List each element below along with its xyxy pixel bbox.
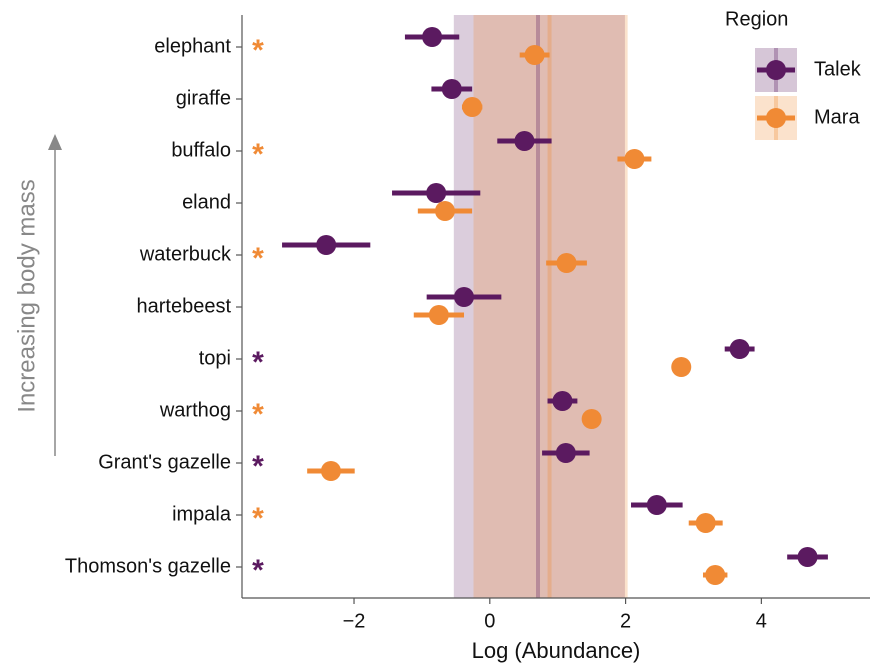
point <box>552 391 573 411</box>
y-tick-label: Grant's gazelle <box>98 451 231 473</box>
significance-star: * <box>252 138 264 171</box>
y-tick-label: eland <box>182 191 231 213</box>
point <box>624 149 645 169</box>
point <box>797 547 818 567</box>
significance-star: * <box>252 34 264 67</box>
y-tick-label: Thomson's gazelle <box>65 555 231 577</box>
x-tick-label: −2 <box>343 610 366 632</box>
point <box>524 45 545 65</box>
y-arrow-head <box>48 134 62 150</box>
point <box>434 201 455 221</box>
point <box>556 253 577 273</box>
legend-swatch-dot <box>766 108 786 128</box>
legend-swatch-dot <box>766 60 786 80</box>
y-tick-label: buffalo <box>171 139 231 161</box>
x-axis-label: Log (Abundance) <box>472 638 641 663</box>
significance-star: * <box>252 242 264 275</box>
y-tick-label: waterbuck <box>139 243 232 265</box>
point <box>320 461 341 481</box>
significance-star: * <box>252 554 264 587</box>
legend-label: Talek <box>814 58 862 80</box>
point <box>426 183 447 203</box>
region-band <box>453 15 625 598</box>
point <box>462 97 483 117</box>
point <box>729 339 750 359</box>
point <box>454 287 475 307</box>
significance-star: * <box>252 346 264 379</box>
y-tick-label: giraffe <box>176 87 231 109</box>
x-tick-label: 2 <box>620 610 631 632</box>
point <box>514 131 535 151</box>
y-tick-label: warthog <box>159 399 231 421</box>
point <box>671 357 692 377</box>
significance-star: * <box>252 450 264 483</box>
y-tick-label: topi <box>199 347 231 369</box>
point <box>316 235 337 255</box>
point <box>705 565 726 585</box>
significance-star: * <box>252 398 264 431</box>
x-tick-label: 0 <box>484 610 495 632</box>
x-tick-label: 4 <box>756 610 767 632</box>
point <box>422 27 443 47</box>
y-axis-label: Increasing body mass <box>13 179 40 412</box>
y-tick-label: elephant <box>154 35 231 57</box>
significance-star: * <box>252 502 264 535</box>
y-tick-label: impala <box>172 503 232 525</box>
legend-label: Mara <box>814 106 860 128</box>
point <box>428 305 449 325</box>
point <box>581 409 602 429</box>
point <box>646 495 667 515</box>
y-tick-label: hartebeest <box>136 295 231 317</box>
point <box>555 443 576 463</box>
region-band <box>473 15 628 598</box>
point <box>441 79 462 99</box>
legend-title: Region <box>725 8 788 30</box>
point <box>695 513 716 533</box>
